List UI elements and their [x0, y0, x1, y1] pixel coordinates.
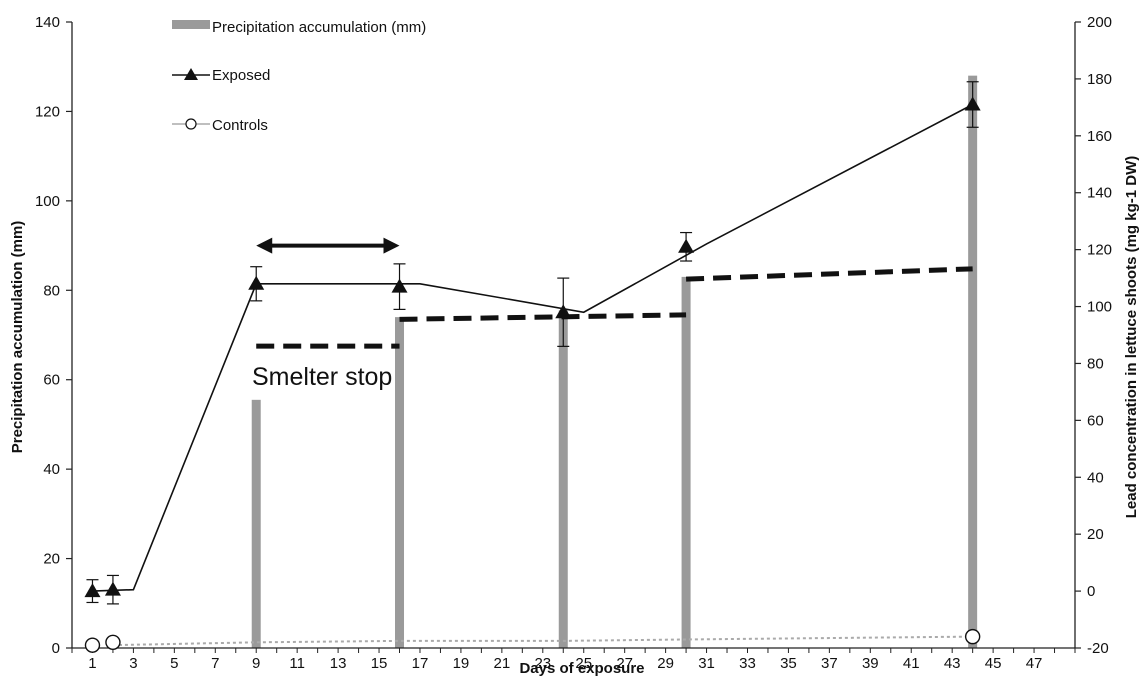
legend-marker-controls [185, 118, 197, 130]
smelter-arrow-head-right [383, 237, 400, 254]
x-tick-label: 9 [252, 655, 260, 672]
legend-marker-exposed [184, 68, 198, 80]
exposed-series [84, 81, 981, 605]
annotation-text: Smelter stop [252, 363, 392, 391]
x-tick-label: 47 [1026, 655, 1043, 672]
precip-bar [395, 317, 405, 648]
left-tick-label: 80 [43, 282, 60, 299]
x-tick-label: 37 [821, 655, 838, 672]
x-tick-label: 31 [698, 655, 715, 672]
exposed-point [964, 96, 981, 111]
x-tick-label: 43 [944, 655, 961, 672]
left-tick-label: 20 [43, 551, 60, 568]
right-tick-label: 60 [1087, 412, 1104, 429]
left-tick-label: 120 [35, 103, 60, 120]
right-axis-title: Lead concentration in lettuce shoots (mg… [1123, 156, 1140, 519]
x-tick-label: 21 [494, 655, 511, 672]
x-tick-label: 41 [903, 655, 920, 672]
legend-label-exposed: Exposed [212, 67, 270, 84]
right-tick-label: 0 [1087, 583, 1095, 600]
x-tick-label: 15 [371, 655, 388, 672]
exposed-point [248, 275, 265, 290]
x-tick-label: 35 [780, 655, 797, 672]
controls-line [112, 635, 973, 647]
annotation: Smelter stop [252, 237, 400, 391]
left-tick-label: 100 [35, 193, 60, 210]
precipitation-bars [251, 75, 978, 648]
precip-bar [968, 75, 978, 648]
precip-bar [251, 399, 261, 648]
x-tick-label: 1 [88, 655, 96, 672]
left-tick-label: 140 [35, 14, 60, 31]
x-tick-label: 33 [739, 655, 756, 672]
controls-point [84, 637, 101, 653]
exposed-point [104, 581, 121, 596]
right-tick-label: 40 [1087, 469, 1104, 486]
x-axis-title: Days of exposure [519, 660, 644, 677]
right-tick-label: -20 [1087, 640, 1109, 657]
x-tick-label: 25 [575, 655, 592, 672]
x-tick-label: 13 [330, 655, 347, 672]
controls-series [84, 628, 981, 653]
x-tick-label: 45 [985, 655, 1002, 672]
right-tick-label: 120 [1087, 242, 1112, 259]
x-tick-label: 17 [412, 655, 429, 672]
legend-label-precipitation: Precipitation accumulation (mm) [212, 19, 426, 36]
x-tick-label: 11 [289, 655, 305, 672]
left-tick-label: 60 [43, 372, 60, 389]
legend-label-controls: Controls [212, 117, 268, 134]
right-tick-label: 200 [1087, 14, 1112, 31]
left-tick-label: 40 [43, 461, 60, 478]
x-tick-label: 29 [657, 655, 674, 672]
controls-point [964, 628, 981, 645]
axes: 0 20 40 60 80 100 120 140 -20 0 20 40 60 80 100 120 140 1… [35, 14, 1112, 672]
x-tick-label: 5 [170, 655, 178, 672]
exposed-point [391, 278, 408, 293]
cumulative-dash-segment [685, 266, 973, 282]
x-tick-label: 27 [616, 655, 633, 672]
exposed-point [84, 583, 101, 598]
right-tick-label: 140 [1087, 185, 1112, 202]
right-tick-label: 160 [1087, 128, 1112, 145]
cumulative-dashes [256, 266, 973, 349]
right-tick-label: 100 [1087, 299, 1112, 316]
legend: Precipitation accumulation (mm) Exposed … [172, 19, 426, 134]
smelter-arrow-head-left [256, 237, 273, 254]
legend-swatch-precipitation [172, 20, 210, 29]
exposed-point [678, 238, 695, 253]
x-tick-label: 23 [534, 655, 551, 672]
right-tick-label: 180 [1087, 71, 1112, 88]
x-tick-label: 3 [129, 655, 137, 672]
precip-bar [558, 310, 568, 648]
right-tick-label: 80 [1087, 355, 1104, 372]
x-tick-label: 39 [862, 655, 879, 672]
right-tick-label: 20 [1087, 526, 1104, 543]
exposed-point [555, 304, 572, 319]
x-tick-label: 19 [453, 655, 470, 672]
precip-bar [681, 276, 691, 648]
x-tick-label: 7 [211, 655, 219, 672]
controls-point [105, 634, 121, 651]
left-axis-title: Precipitation accumulation (mm) [9, 221, 26, 454]
left-tick-label: 0 [52, 640, 60, 657]
cumulative-dash-segment [399, 312, 687, 322]
exposed-line [92, 103, 974, 592]
